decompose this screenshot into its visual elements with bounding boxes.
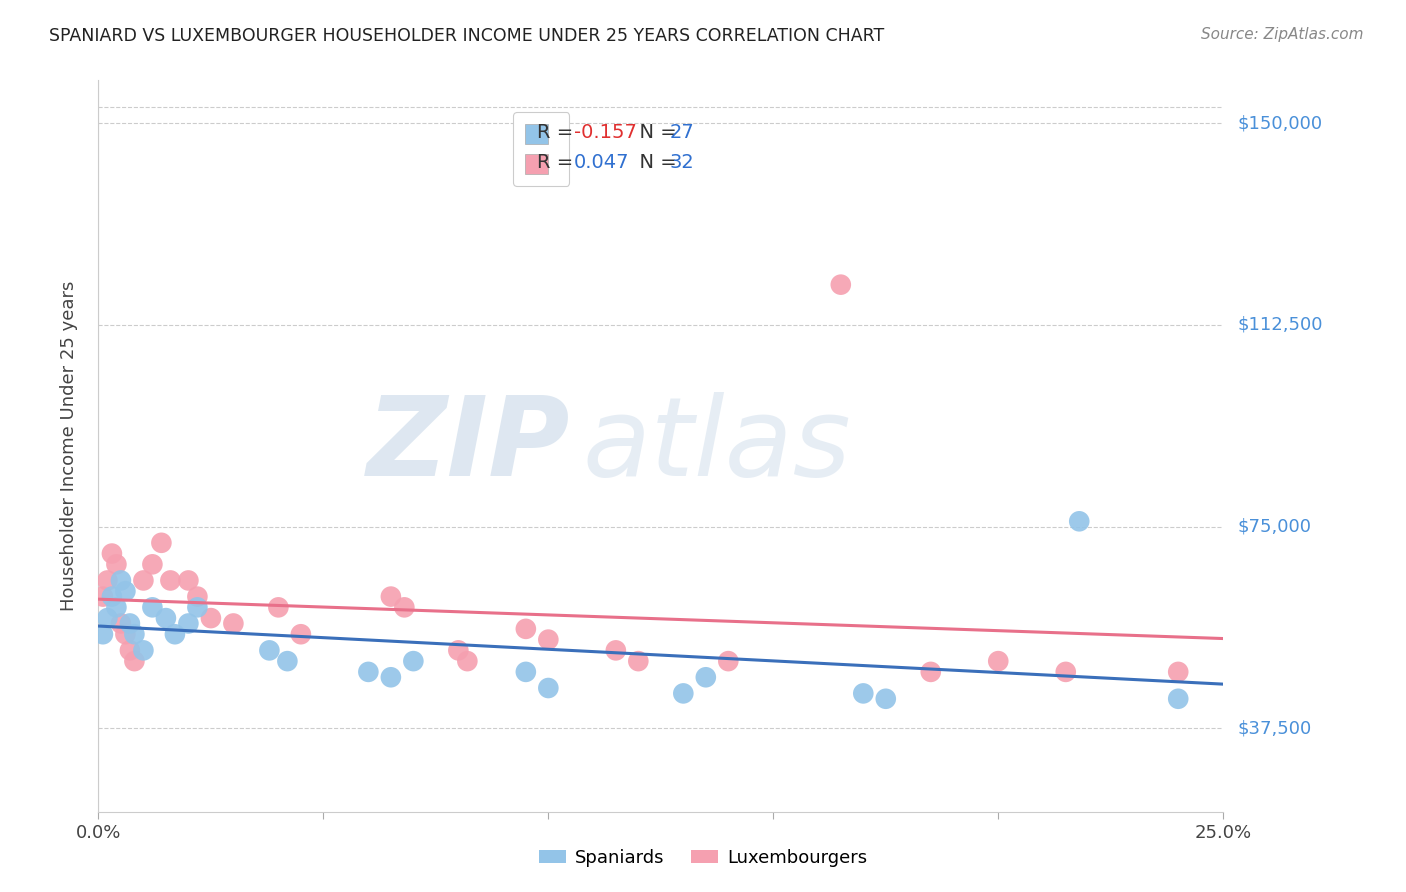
Text: N =: N = bbox=[627, 123, 683, 142]
Text: 0.047: 0.047 bbox=[574, 153, 630, 172]
Text: 32: 32 bbox=[669, 153, 695, 172]
Y-axis label: Householder Income Under 25 years: Householder Income Under 25 years bbox=[59, 281, 77, 611]
Point bbox=[101, 547, 124, 561]
Point bbox=[380, 670, 402, 684]
Point bbox=[402, 654, 425, 668]
Point bbox=[875, 691, 897, 706]
Point bbox=[537, 681, 560, 695]
Point bbox=[159, 574, 181, 588]
Point bbox=[177, 616, 200, 631]
Point bbox=[515, 665, 537, 679]
Point bbox=[132, 574, 155, 588]
Point bbox=[456, 654, 478, 668]
Text: 27: 27 bbox=[669, 123, 695, 142]
Point bbox=[1054, 665, 1077, 679]
Point bbox=[177, 574, 200, 588]
Point bbox=[1069, 514, 1091, 528]
Point bbox=[852, 686, 875, 700]
Point bbox=[1167, 665, 1189, 679]
Point bbox=[150, 536, 173, 550]
Point bbox=[186, 600, 208, 615]
Legend: Spaniards, Luxembourgers: Spaniards, Luxembourgers bbox=[531, 842, 875, 874]
Point bbox=[447, 643, 470, 657]
Point bbox=[357, 665, 380, 679]
Point bbox=[537, 632, 560, 647]
Point bbox=[695, 670, 717, 684]
Text: R =: R = bbox=[537, 153, 579, 172]
Text: R =: R = bbox=[537, 123, 579, 142]
Point bbox=[259, 643, 281, 657]
Text: Source: ZipAtlas.com: Source: ZipAtlas.com bbox=[1201, 27, 1364, 42]
Point bbox=[155, 611, 177, 625]
Text: atlas: atlas bbox=[582, 392, 851, 500]
Point bbox=[394, 600, 416, 615]
Text: ZIP: ZIP bbox=[367, 392, 571, 500]
Point bbox=[141, 600, 163, 615]
Point bbox=[717, 654, 740, 668]
Point bbox=[114, 627, 136, 641]
Point bbox=[222, 616, 245, 631]
Point bbox=[920, 665, 942, 679]
Point bbox=[200, 611, 222, 625]
Point bbox=[91, 590, 114, 604]
Point bbox=[515, 622, 537, 636]
Point bbox=[276, 654, 298, 668]
Point bbox=[186, 590, 208, 604]
Text: N =: N = bbox=[627, 153, 683, 172]
Point bbox=[672, 686, 695, 700]
Point bbox=[110, 574, 132, 588]
Text: $150,000: $150,000 bbox=[1237, 114, 1322, 132]
Point bbox=[141, 558, 163, 572]
Point bbox=[105, 600, 128, 615]
Text: $75,000: $75,000 bbox=[1237, 517, 1312, 536]
Text: $37,500: $37,500 bbox=[1237, 719, 1312, 738]
Point bbox=[101, 590, 124, 604]
Point bbox=[96, 574, 118, 588]
Point bbox=[163, 627, 186, 641]
Text: -0.157: -0.157 bbox=[574, 123, 637, 142]
Point bbox=[124, 627, 146, 641]
Point bbox=[267, 600, 290, 615]
Point bbox=[987, 654, 1010, 668]
Point bbox=[1167, 691, 1189, 706]
Point bbox=[114, 584, 136, 599]
Point bbox=[830, 277, 852, 292]
Point bbox=[380, 590, 402, 604]
Point bbox=[96, 611, 118, 625]
Point bbox=[627, 654, 650, 668]
Point bbox=[105, 558, 128, 572]
Point bbox=[118, 643, 141, 657]
Point bbox=[118, 616, 141, 631]
Point bbox=[91, 627, 114, 641]
Point bbox=[132, 643, 155, 657]
Point bbox=[605, 643, 627, 657]
Point bbox=[110, 616, 132, 631]
Legend: , : , bbox=[513, 112, 569, 186]
Point bbox=[290, 627, 312, 641]
Text: $112,500: $112,500 bbox=[1237, 316, 1323, 334]
Text: SPANIARD VS LUXEMBOURGER HOUSEHOLDER INCOME UNDER 25 YEARS CORRELATION CHART: SPANIARD VS LUXEMBOURGER HOUSEHOLDER INC… bbox=[49, 27, 884, 45]
Point bbox=[124, 654, 146, 668]
